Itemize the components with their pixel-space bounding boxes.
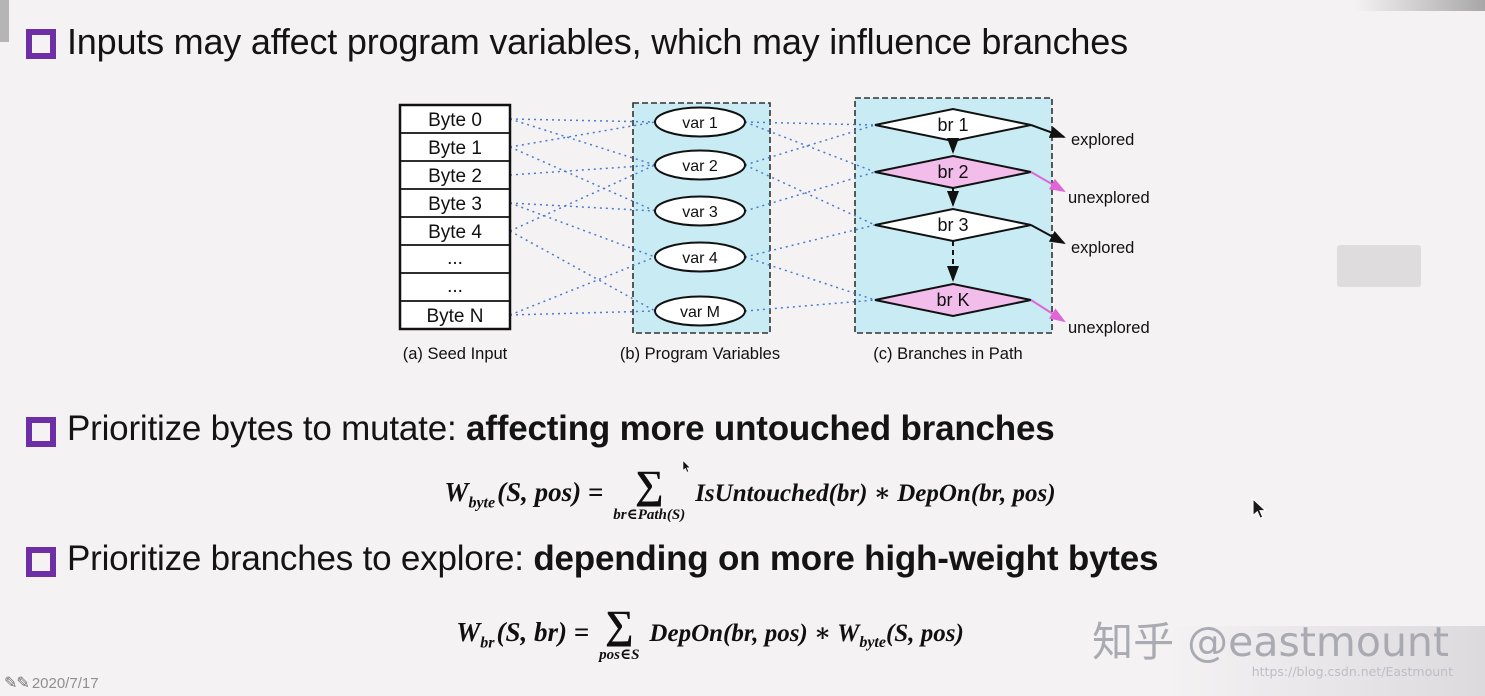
byte-cell: ... [447, 248, 463, 269]
rhs-terms: DepOn(br, pos) ∗ [649, 620, 838, 647]
formula-rhs: DepOn(br, pos) ∗ Wbyte(S, pos) [649, 618, 963, 652]
bottom-right-shade [1165, 626, 1485, 696]
formula-rhs: IsUntouched(br) ∗ DepOn(br, pos) [695, 478, 1055, 512]
diagram-svg: Byte 0 Byte 1 Byte 2 Byte 3 Byte 4 ... .… [398, 97, 1150, 363]
bullet-2-text: Prioritize bytes to mutate: affecting mo… [67, 408, 1055, 450]
byte-cell: Byte 4 [428, 222, 482, 243]
bullet-line-2: Prioritize bytes to mutate: affecting mo… [26, 408, 1055, 450]
lhs-args: (S, pos) = [497, 477, 604, 508]
w-symbol: W [444, 477, 469, 508]
bullet-square-icon [26, 29, 56, 59]
explored-label: explored [1071, 131, 1134, 149]
var-node-label: var 1 [682, 115, 718, 132]
var-node-label: var 2 [682, 158, 718, 175]
sigma-symbol: ∑ [605, 602, 634, 647]
bullet-line-1: Inputs may affect program variables, whi… [26, 20, 1128, 63]
byte-cell: Byte 0 [428, 110, 482, 131]
dependency-lines [509, 118, 876, 316]
formula-w-byte: Wbyte(S, pos) = ∑ br∈Path(S) IsUntouched… [350, 462, 1150, 524]
lhs-args: (S, br) = [496, 617, 590, 648]
var-node-label: var 4 [682, 250, 718, 267]
bullet-3-normal: Prioritize branches to explore: [67, 539, 534, 578]
rhs-w-sub: byte [859, 634, 886, 651]
summation-operator: ∑ br∈Path(S) [613, 462, 686, 524]
bullet-3-bold: depending on more high-weight bytes [533, 539, 1159, 578]
branch-node-label: br 2 [937, 162, 968, 182]
right-edge-artifact [1337, 245, 1421, 287]
w-symbol: W [456, 617, 481, 648]
footer: ✎✎ 2020/7/17 [4, 673, 99, 693]
sigma-condition: br∈Path(S) [613, 507, 686, 523]
bullet-2-bold: affecting more untouched branches [466, 409, 1055, 448]
bullet-1-normal: Inputs may affect program variables, whi… [67, 21, 1128, 62]
sigma-condition: pos∈S [599, 647, 640, 663]
byte-cell: Byte N [426, 306, 483, 327]
rhs-tail: (S, pos) [885, 620, 964, 647]
bullet-line-3: Prioritize branches to explore: dependin… [26, 538, 1158, 580]
byte-cell: ... [447, 276, 463, 297]
formula-lhs: Wbr(S, br) = [456, 617, 589, 652]
caption-seed-input: (a) Seed Input [403, 345, 508, 363]
bullet-1-text: Inputs may affect program variables, whi… [67, 20, 1128, 63]
footer-date: 2020/7/17 [31, 674, 99, 692]
sigma-symbol: ∑ [634, 462, 664, 507]
var-node-label: var M [680, 304, 720, 321]
w-subscript: byte [468, 494, 496, 512]
variable-nodes: var 1 var 2 var 3 var 4 var M [654, 106, 746, 327]
top-left-artifact [0, 0, 9, 42]
explored-label: explored [1071, 239, 1134, 257]
byte-cell: Byte 2 [428, 166, 482, 187]
rhs-terms: IsUntouched(br) ∗ DepOn(br, pos) [695, 480, 1056, 507]
mouse-cursor-icon [1252, 498, 1268, 520]
formula-w-br: Wbr(S, br) = ∑ pos∈S DepOn(br, pos) ∗ Wb… [320, 602, 1100, 664]
bullet-square-icon [26, 417, 56, 447]
dataflow-diagram: Byte 0 Byte 1 Byte 2 Byte 3 Byte 4 ... .… [370, 95, 1190, 395]
byte-cell: Byte 1 [428, 138, 482, 159]
rhs-w: W [837, 620, 860, 647]
watermark-brand: 知乎 @eastmount [1092, 618, 1449, 666]
watermark-url: https://blog.csdn.net/Eastmount [1251, 664, 1453, 679]
bullet-3-text: Prioritize branches to explore: dependin… [67, 538, 1158, 580]
pencil-icon: ✎✎ [4, 675, 30, 692]
branch-node-label: br 3 [937, 215, 968, 235]
branch-node-label: br 1 [937, 115, 968, 135]
w-subscript: br [480, 634, 495, 652]
bullet-2-normal: Prioritize bytes to mutate: [67, 409, 467, 448]
bullet-square-icon [26, 547, 56, 577]
summation-operator: ∑ pos∈S [599, 602, 640, 664]
formula-lhs: Wbyte(S, pos) = [444, 477, 603, 512]
top-right-artifact [1355, 0, 1485, 11]
diagram-captions: (a) Seed Input (b) Program Variables (c)… [403, 345, 1023, 363]
var-node-label: var 3 [682, 204, 718, 221]
caption-program-variables: (b) Program Variables [620, 345, 780, 363]
byte-cell: Byte 3 [428, 194, 482, 215]
unexplored-label: unexplored [1068, 319, 1150, 337]
branch-node-label: br K [936, 290, 969, 310]
small-cursor-icon [682, 460, 691, 473]
seed-input-table: Byte 0 Byte 1 Byte 2 Byte 3 Byte 4 ... .… [398, 103, 512, 331]
caption-branches-in-path: (c) Branches in Path [873, 345, 1022, 363]
branch-legend: explored unexplored explored unexplored [1030, 124, 1150, 337]
branch-nodes: br 1 br 2 br 3 br K [874, 107, 1032, 318]
unexplored-label: unexplored [1068, 189, 1150, 207]
